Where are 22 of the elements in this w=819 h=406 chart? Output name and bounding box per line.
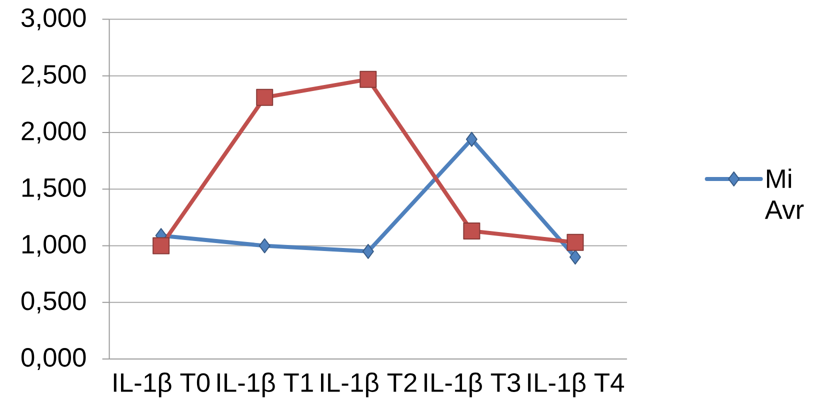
point	[463, 222, 480, 240]
y-tick-label: 2,500	[22, 64, 86, 87]
x-tick-label: IL-1β T4	[528, 372, 624, 398]
y-tick-label: 3,000	[21, 8, 86, 30]
point	[258, 238, 270, 254]
y-tick-label: 1,000	[22, 234, 86, 257]
point	[566, 234, 584, 251]
y-tick-label: 2,000	[22, 122, 86, 144]
point	[569, 250, 581, 265]
y-tick-label: 1,500	[22, 178, 86, 200]
y-tick-label: 0,500	[21, 291, 86, 314]
point	[360, 70, 377, 88]
y-tick-label: 0,000	[21, 348, 86, 370]
point	[362, 244, 374, 259]
x-tick-label: IL-1β T1	[217, 372, 313, 398]
x-tick-label: IL-1β T3	[424, 372, 520, 398]
legend-label: Mi Avr	[764, 168, 804, 219]
point	[152, 237, 170, 254]
point	[466, 132, 478, 147]
point	[256, 88, 274, 106]
x-tick-label: IL-1β T0	[114, 372, 210, 398]
x-tick-label: IL-1β T2	[321, 372, 416, 398]
